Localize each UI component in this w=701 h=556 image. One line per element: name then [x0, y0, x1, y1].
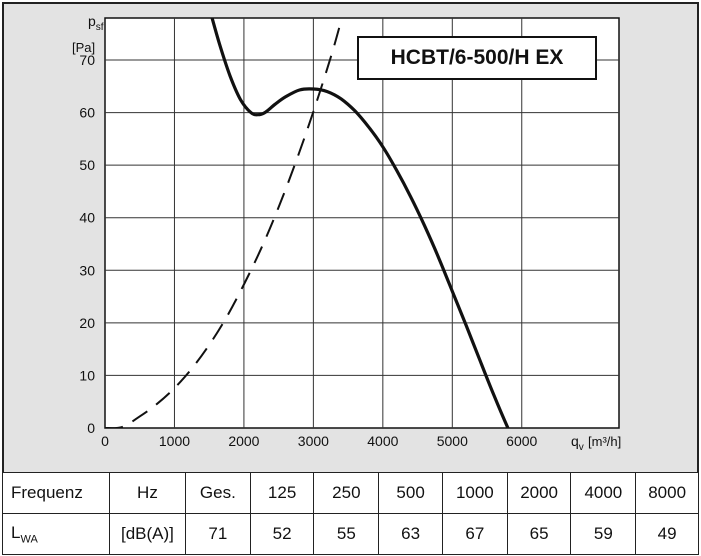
- table-cell: 125: [249, 472, 315, 514]
- x-tick-label: 2000: [228, 433, 259, 449]
- table-cell: 8000: [635, 472, 699, 514]
- table-cell: 71: [184, 513, 251, 555]
- fan-curve-chart: 0 1000 2000 3000 4000 5000 6000 0 10 20 30 40 50 60 70…: [72, 13, 621, 453]
- y-axis-unit: [Pa]: [72, 40, 95, 55]
- x-tick-label: 5000: [437, 433, 468, 449]
- x-tick-label: 0: [101, 433, 109, 449]
- row-unit-dba: [dB(A)]: [108, 513, 186, 555]
- plot-area: [104, 17, 620, 429]
- y-tick-label: 10: [79, 367, 95, 383]
- row-label-frequency: Frequenz: [2, 472, 110, 514]
- table-cell: 500: [378, 472, 443, 514]
- table-cell: 1000: [441, 472, 508, 514]
- table-cell: 250: [313, 472, 380, 514]
- x-tick-label: 3000: [298, 433, 329, 449]
- y-tick-label: 40: [79, 210, 95, 226]
- y-axis-label: psf: [88, 13, 104, 33]
- table-cell: 59: [570, 513, 637, 555]
- table-row-sound-power: LWA [dB(A)] 71 52 55 63 67 65 59 49: [2, 513, 699, 555]
- table-cell: 55: [313, 513, 380, 555]
- y-tick-label: 20: [79, 315, 95, 331]
- table-cell: 65: [506, 513, 572, 555]
- y-tick-label: 50: [79, 157, 95, 173]
- table-row-frequency: Frequenz Hz Ges. 125 250 500 1000 2000 4…: [2, 472, 699, 514]
- table-cell: 2000: [506, 472, 572, 514]
- chart-title: HCBT/6-500/H EX: [357, 36, 597, 80]
- x-tick-label: 6000: [506, 433, 537, 449]
- row-label-lwa: LWA: [2, 513, 110, 555]
- table-cell: Ges.: [184, 472, 251, 514]
- row-unit-hz: Hz: [108, 472, 186, 514]
- y-tick-label: 0: [87, 420, 95, 436]
- grid-lines: [105, 18, 619, 428]
- series-layer: [105, 18, 510, 428]
- lwa-main: L: [11, 522, 21, 542]
- table-cell: 49: [635, 513, 699, 555]
- lwa-sub: WA: [20, 533, 38, 546]
- table-cell: 67: [441, 513, 508, 555]
- y-tick-label: 60: [79, 105, 95, 121]
- axis-ticks: 0 1000 2000 3000 4000 5000 6000 0 10 20 30 40 50 60 70: [79, 52, 537, 449]
- x-tick-label: 1000: [159, 433, 190, 449]
- x-axis-unit: [m³/h]: [588, 434, 621, 449]
- y-tick-label: 30: [79, 262, 95, 278]
- table-cell: 4000: [570, 472, 637, 514]
- system-curve-dashed: [105, 20, 343, 428]
- x-axis-label: qv: [571, 433, 584, 453]
- table-cell: 63: [378, 513, 443, 555]
- sound-power-table: Frequenz Hz Ges. 125 250 500 1000 2000 4…: [2, 472, 699, 555]
- table-cell: 52: [249, 513, 315, 555]
- y-tick-label: 70: [79, 52, 95, 68]
- fan-pressure-curve: [210, 18, 510, 428]
- x-tick-label: 4000: [367, 433, 398, 449]
